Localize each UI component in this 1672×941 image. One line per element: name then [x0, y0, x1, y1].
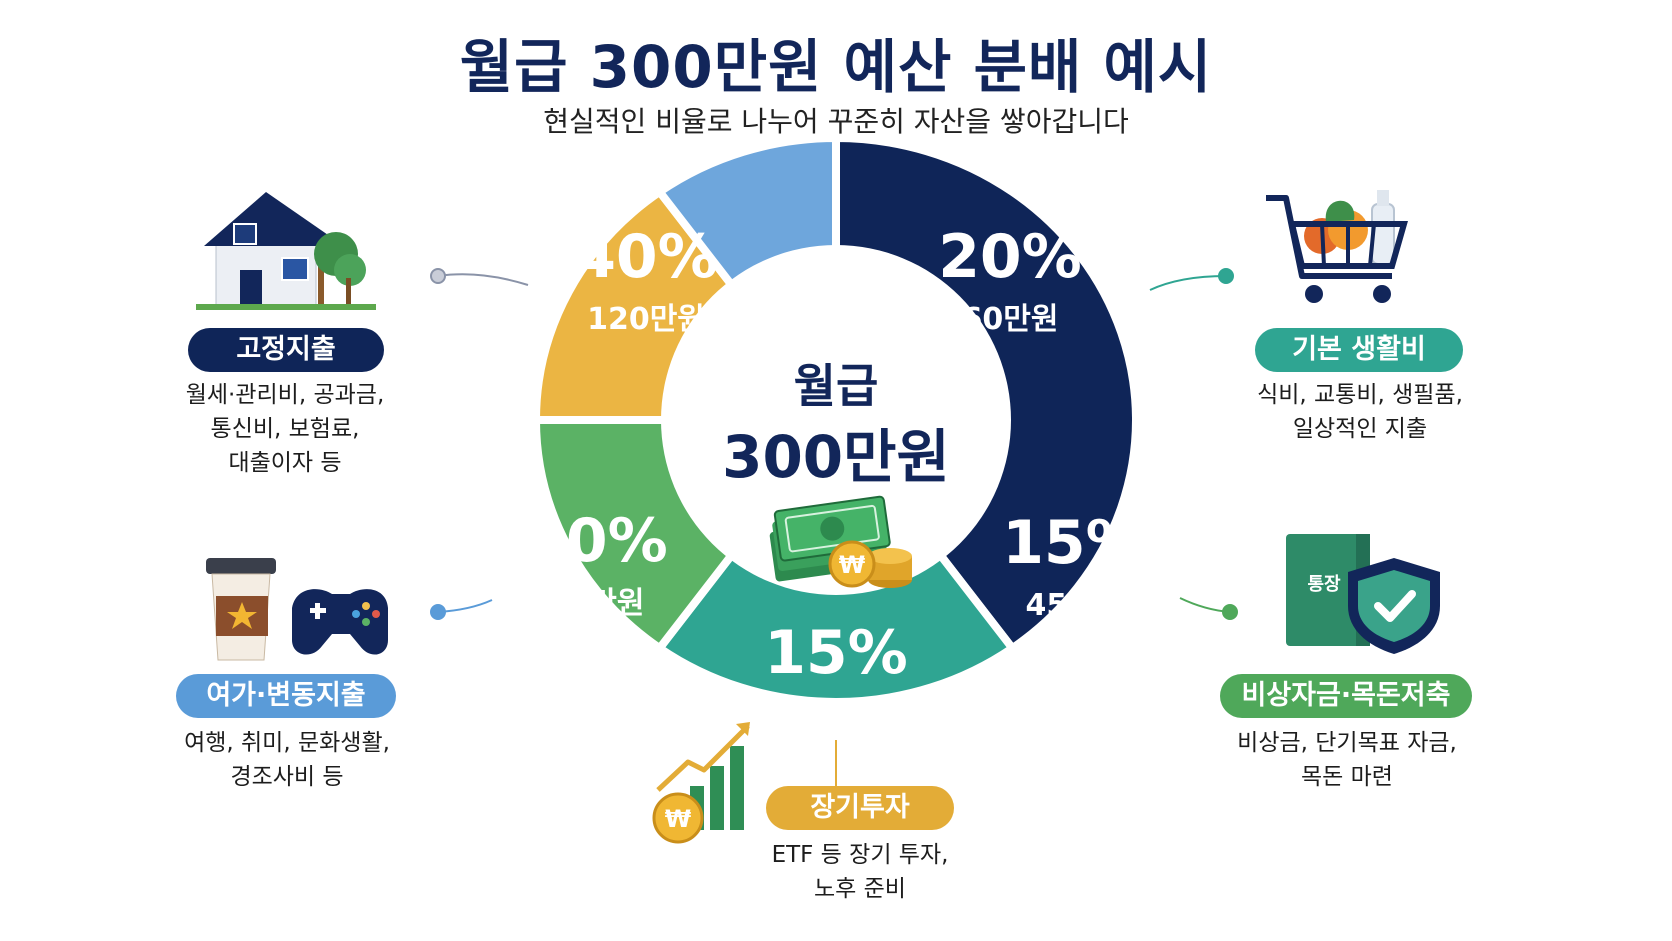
category-desc-emergency: 비상금, 단기목표 자금, 목돈 마련 — [1206, 726, 1488, 794]
desc-line: 경조사비 등 — [230, 764, 344, 790]
category-desc-leisure: 여행, 취미, 문화생활, 경조사비 등 — [160, 726, 414, 794]
house-icon — [196, 192, 376, 310]
category-pill-leisure: 여가·변동지출 — [176, 674, 396, 718]
category-desc-living: 식비, 교통비, 생필품, 일상적인 지출 — [1230, 378, 1490, 446]
donut-hole — [661, 245, 1011, 595]
slice-amount-leisure: 30만원 — [547, 586, 645, 621]
slice-amount-fixed: 120만원 — [587, 302, 705, 337]
desc-line: 노후 준비 — [814, 876, 906, 902]
category-pill-invest: 장기투자 — [766, 786, 954, 830]
connector-dot-fixed — [430, 268, 446, 284]
desc-line: 목돈 마련 — [1301, 764, 1393, 790]
slice-pct-invest: 15% — [764, 618, 908, 688]
slice-amount-invest: 45만원 — [787, 698, 885, 733]
connector-fixed — [437, 273, 529, 286]
slice-pct-emergency: 15% — [1002, 508, 1146, 578]
desc-line: 통신비, 보험료, — [210, 416, 360, 442]
connector-living — [1149, 275, 1227, 291]
page-title: 월급 300만원 예산 분배 예시 — [459, 33, 1213, 101]
desc-line: 일상적인 지출 — [1292, 416, 1428, 442]
desc-line: 비상금, 단기목표 자금, — [1237, 730, 1457, 756]
desc-line: 식비, 교통비, 생필품, — [1257, 382, 1463, 408]
bankbook-shield-icon: 통장 — [1286, 534, 1440, 654]
invest-coin-symbol: ₩ — [665, 805, 692, 833]
connector-dot-living — [1218, 268, 1234, 284]
money-coin-symbol: ₩ — [839, 551, 866, 579]
category-desc-invest: ETF 등 장기 투자, 노후 준비 — [736, 838, 984, 906]
category-desc-fixed: 월세·관리비, 공과금, 통신비, 보험료, 대출이자 등 — [160, 378, 410, 480]
category-pill-emergency: 비상자금·목돈저축 — [1220, 674, 1472, 718]
center-label: 월급 — [793, 359, 879, 413]
slice-amount-emergency: 45만원 — [1025, 588, 1123, 623]
money-stack-icon: ₩ — [769, 495, 912, 588]
shopping-cart-icon — [1266, 190, 1408, 303]
connector-dot-emergency — [1222, 604, 1238, 620]
page-subtitle: 현실적인 비율로 나누어 꾸준히 자산을 쌓아갑니다 — [543, 105, 1129, 138]
category-pill-fixed: 고정지출 — [188, 328, 384, 372]
bankbook-label: 통장 — [1307, 574, 1341, 595]
desc-line: 여행, 취미, 문화생활, — [184, 730, 390, 756]
desc-line: 월세·관리비, 공과금, — [185, 382, 385, 408]
slice-amount-living: 60만원 — [961, 302, 1059, 337]
desc-line: ETF 등 장기 투자, — [771, 842, 949, 868]
growth-chart-icon: ₩ — [652, 722, 750, 844]
connector-dot-leisure — [430, 604, 446, 620]
category-pill-living: 기본 생활비 — [1255, 328, 1463, 372]
slice-pct-living: 20% — [938, 222, 1082, 292]
center-amount: 300만원 — [722, 423, 950, 491]
desc-line: 대출이자 등 — [228, 450, 342, 476]
slice-pct-fixed: 40% — [574, 222, 718, 292]
slice-pct-leisure: 10% — [524, 506, 668, 576]
coffee-gamepad-icon — [206, 558, 388, 661]
